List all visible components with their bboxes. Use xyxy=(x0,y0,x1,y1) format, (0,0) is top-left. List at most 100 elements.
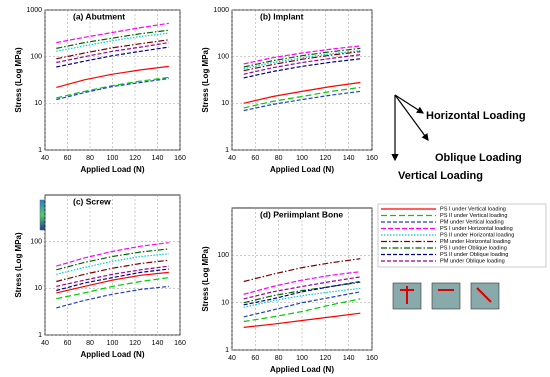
series-line xyxy=(243,86,361,109)
series-line xyxy=(56,277,169,300)
y-tick-label: 1 xyxy=(38,147,42,154)
series-line xyxy=(243,276,361,300)
series-line xyxy=(243,45,361,65)
x-tick-label: 120 xyxy=(319,155,331,162)
chart: 1 10 100 1000 40 60 80 100 120 140 160 (a) Abutment… xyxy=(14,7,186,174)
y-tick-label: 1 xyxy=(225,347,229,354)
series-line xyxy=(56,268,169,292)
legend-label: PS II under Oblique loading xyxy=(440,252,508,258)
y-tick-label: 100 xyxy=(217,54,229,61)
series-line xyxy=(243,291,361,318)
series-line xyxy=(243,47,361,68)
series-line xyxy=(56,253,169,275)
series-line xyxy=(56,22,169,44)
legend-label: PM under Horizontal loading xyxy=(440,239,511,245)
horizontal-label: Horizontal Loading xyxy=(426,110,526,122)
series-line xyxy=(56,76,169,99)
x-tick-label: 160 xyxy=(366,155,378,162)
x-tick-label: 60 xyxy=(64,340,72,347)
x-tick-label: 80 xyxy=(86,340,94,347)
x-tick-label: 140 xyxy=(152,340,164,347)
y-tick-label: 10 xyxy=(221,300,229,307)
x-tick-label: 100 xyxy=(107,155,119,162)
x-tick-label: 60 xyxy=(251,155,259,162)
x-axis-label: Applied Load (N) xyxy=(270,165,334,174)
x-tick-label: 40 xyxy=(41,340,49,347)
series-line xyxy=(243,312,361,328)
y-axis-label: Stress (Log MPa) xyxy=(201,246,210,312)
series-line xyxy=(243,298,361,323)
series-line xyxy=(56,42,169,64)
series-line xyxy=(56,265,169,287)
x-tick-label: 100 xyxy=(296,355,308,362)
series-line xyxy=(56,32,169,52)
x-axis-label: Applied Load (N) xyxy=(270,365,334,374)
x-tick-label: 100 xyxy=(107,340,119,347)
chart: 1 10 100 40 60 80 100 120 140 160 (d) Periimplant … xyxy=(201,207,378,374)
x-tick-label: 80 xyxy=(275,355,283,362)
x-tick-label: 140 xyxy=(343,155,355,162)
horizontal-arrow xyxy=(394,94,425,114)
y-tick-label: 10 xyxy=(34,285,42,292)
series-line xyxy=(243,90,361,112)
vertical-label: Vertical Loading xyxy=(398,170,483,182)
series-line xyxy=(56,77,169,101)
y-tick-label: 1000 xyxy=(26,7,42,14)
legend-label: PS II under Horizontal loading xyxy=(440,232,514,238)
x-tick-label: 60 xyxy=(64,155,72,162)
series-line xyxy=(243,258,361,283)
y-axis-label: Stress (Log MPa) xyxy=(14,47,23,113)
y-axis-label: Stress (Log MPa) xyxy=(201,47,210,113)
x-tick-label: 40 xyxy=(41,155,49,162)
x-tick-label: 160 xyxy=(174,155,186,162)
x-tick-label: 160 xyxy=(366,355,378,362)
series-line xyxy=(243,51,361,72)
series-line xyxy=(243,281,361,304)
legend-label: PS II under Vertical loading xyxy=(440,213,507,219)
series-line xyxy=(56,65,169,88)
x-tick-label: 140 xyxy=(343,355,355,362)
x-tick-label: 40 xyxy=(228,355,236,362)
x-tick-label: 120 xyxy=(129,340,141,347)
loading-icons xyxy=(392,282,500,310)
chart: 1 10 100 40 60 80 100 120 140 160 (c) Screw Applied… xyxy=(14,194,186,359)
x-tick-label: 120 xyxy=(319,355,331,362)
y-axis-label: Stress (Log MPa) xyxy=(14,232,23,298)
series-line xyxy=(243,54,361,75)
x-tick-label: 80 xyxy=(86,155,94,162)
x-tick-label: 60 xyxy=(251,355,259,362)
legend-label: PS I under Horizontal loading xyxy=(440,226,513,232)
x-tick-label: 140 xyxy=(152,155,164,162)
series-line xyxy=(243,58,361,79)
x-tick-label: 160 xyxy=(174,340,186,347)
x-tick-label: 40 xyxy=(228,155,236,162)
series-line xyxy=(56,285,169,309)
legend-label: PS I under Oblique loading xyxy=(440,245,507,251)
y-tick-label: 100 xyxy=(30,239,42,246)
oblique-label: Oblique Loading xyxy=(435,152,522,164)
oblique-arrow xyxy=(394,94,429,141)
series-line xyxy=(243,81,361,104)
series-line xyxy=(56,39,169,60)
chart-title: (d) Periimplant Bone xyxy=(260,209,343,219)
series-line xyxy=(56,29,169,49)
x-tick-label: 120 xyxy=(129,155,141,162)
chart-title: (b) Implant xyxy=(260,11,304,21)
chart: 1 10 100 1000 40 60 80 100 120 140 160 (b) Implant A… xyxy=(201,7,378,174)
x-axis-label: Applied Load (N) xyxy=(81,350,145,359)
x-tick-label: 80 xyxy=(275,155,283,162)
y-tick-label: 1 xyxy=(38,332,42,339)
direction-diagram: Horizontal Loading Oblique Loading Verti… xyxy=(391,94,526,182)
chart-title: (a) Abutment xyxy=(73,11,125,21)
y-tick-label: 100 xyxy=(30,54,42,61)
series-line xyxy=(243,280,361,306)
chart-title: (c) Screw xyxy=(73,196,111,206)
y-tick-label: 1 xyxy=(225,147,229,154)
legend-label: PM under Oblique loading xyxy=(440,258,505,264)
y-tick-label: 1000 xyxy=(213,7,229,14)
x-tick-label: 100 xyxy=(296,155,308,162)
series-line xyxy=(56,46,169,68)
y-tick-label: 10 xyxy=(221,100,229,107)
series-line xyxy=(243,271,361,295)
